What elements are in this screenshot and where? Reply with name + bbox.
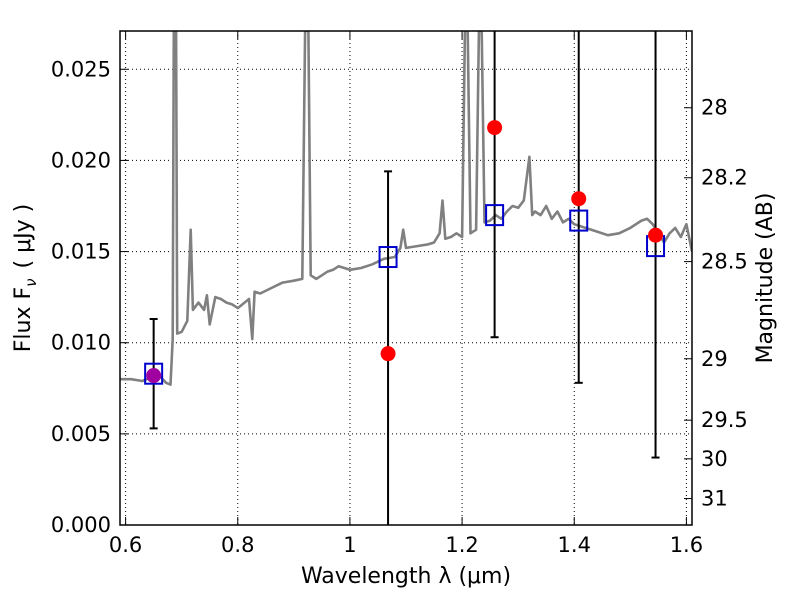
y-tick-label: 0.000 — [51, 513, 111, 537]
right-tick-label: 28.2 — [701, 166, 748, 190]
right-tick-label: 28.5 — [701, 250, 748, 274]
band-flux-square — [144, 362, 164, 385]
right-tick-label: 30 — [701, 447, 728, 471]
observed-flux-point — [648, 227, 664, 243]
band-flux-square — [569, 209, 589, 232]
right-axis-label: Magnitude (AB) — [753, 193, 778, 364]
x-tick-label: 1.4 — [558, 533, 591, 557]
band-flux-square — [378, 246, 398, 269]
observed-flux-point — [380, 346, 396, 362]
y-axis-label: Flux Fν( μJy ) — [11, 204, 40, 352]
x-tick-label: 1.2 — [445, 533, 478, 557]
grid-lines — [120, 31, 692, 526]
x-tick-label: 0.8 — [221, 533, 254, 557]
observed-flux-point — [487, 120, 503, 136]
y-tick-label: 0.025 — [51, 57, 111, 81]
right-tick-label: 29.5 — [701, 408, 748, 432]
x-tick-label: 1.6 — [670, 533, 703, 557]
observed-flux-point — [146, 368, 162, 384]
x-axis-label: Wavelength λ (μm) — [301, 564, 511, 589]
right-tick-label: 28 — [701, 96, 728, 120]
observed-flux-point — [571, 191, 587, 207]
right-tick-label: 31 — [701, 487, 728, 511]
axis-ticks: 0.6 0.8 1 1.2 1.4 1.6 0.000 0.005 0.010 0.015 0.02… — [51, 31, 748, 557]
plot-area — [120, 31, 692, 525]
right-tick-label: 29 — [701, 347, 728, 371]
model-spectrum-line — [120, 31, 692, 386]
axes-frame — [119, 30, 693, 526]
y-tick-label: 0.010 — [51, 331, 111, 355]
x-tick-label: 0.6 — [109, 533, 142, 557]
x-tick-label: 1 — [343, 533, 356, 557]
y-tick-label: 0.005 — [51, 422, 111, 446]
y-tick-label: 0.020 — [51, 148, 111, 172]
y-tick-label: 0.015 — [51, 240, 111, 264]
band-flux-square — [485, 204, 505, 227]
axes-border — [119, 30, 693, 526]
